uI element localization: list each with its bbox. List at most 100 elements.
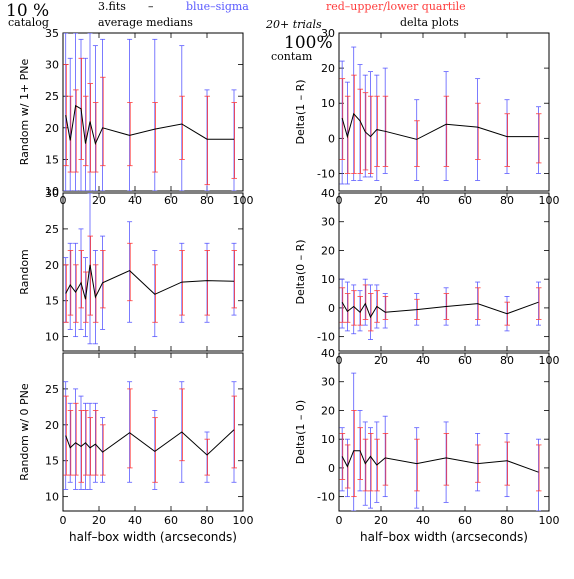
data-layer (63, 33, 237, 191)
y-tick-label: 20 (45, 259, 59, 272)
x-tick-label: 40 (416, 514, 430, 527)
x-tick-label: 80 (200, 194, 214, 207)
y-tick-label: 10 (321, 97, 335, 110)
y-tick-label: 30 (321, 216, 335, 229)
y-tick-label: 0 (328, 302, 335, 315)
y-tick-label: 10 (321, 433, 335, 446)
y-tick-label: 25 (45, 383, 59, 396)
y-tick-label: 10 (45, 331, 59, 344)
y-tick-label: 30 (321, 27, 335, 40)
header-average-medians: average medians (98, 16, 193, 29)
y-axis-label: Delta(1 – 0) (294, 400, 307, 464)
header-blue-sigma: blue–sigma (186, 0, 249, 13)
y-tick-label: 15 (45, 455, 59, 468)
y-tick-label: 10 (45, 491, 59, 504)
median-line (65, 104, 234, 146)
x-tick-label: 40 (416, 354, 430, 367)
x-tick-label: 40 (416, 194, 430, 207)
x-tick-label: 60 (164, 514, 178, 527)
x-tick-label: 80 (200, 514, 214, 527)
y-tick-label: 20 (45, 122, 59, 135)
x-tick-label: 60 (458, 194, 472, 207)
x-tick-label: 40 (128, 194, 142, 207)
y-tick-label: 25 (45, 223, 59, 236)
x-tick-label: 100 (539, 514, 560, 527)
x-tick-label: 60 (164, 194, 178, 207)
y-tick-label: 20 (321, 404, 335, 417)
x-tick-label: 20 (374, 514, 388, 527)
y-axis-label: Random w/ 0 PNe (18, 383, 31, 481)
data-layer (63, 193, 237, 345)
header-delta-plots: delta plots (400, 16, 459, 29)
median-line (65, 264, 235, 300)
header-red-quartile: red–upper/lower quartile (326, 0, 466, 13)
y-axis-label: Delta(1 – R) (294, 79, 307, 144)
x-tick-label: 20 (92, 194, 106, 207)
plot-frame (62, 352, 244, 512)
data-layer (339, 372, 542, 511)
x-tick-label: 80 (500, 514, 514, 527)
median-line (341, 301, 539, 319)
x-axis-label: half–box width (arcseconds) (360, 530, 528, 544)
y-tick-label: 10 (321, 273, 335, 286)
y-tick-label: 30 (45, 59, 59, 72)
plot-frame (338, 352, 550, 512)
x-tick-label: 60 (458, 354, 472, 367)
y-axis-label: Delta(0 – R) (294, 239, 307, 304)
median-line (341, 450, 539, 473)
y-tick-label: 25 (45, 90, 59, 103)
y-tick-label: 30 (45, 187, 59, 200)
x-tick-label: 0 (336, 514, 343, 527)
y-tick-label: 10 (45, 185, 59, 198)
header-dash: – (148, 0, 154, 13)
x-tick-label: 20 (374, 194, 388, 207)
median-line (65, 429, 235, 456)
plot-frame (338, 32, 550, 192)
plot-frame (62, 192, 244, 352)
y-tick-label: 30 (321, 376, 335, 389)
y-tick-label: 20 (321, 244, 335, 257)
y-tick-label: 15 (45, 295, 59, 308)
y-tick-label: 0 (328, 462, 335, 475)
data-layer (339, 46, 542, 185)
figure-header: 10 % catalog 3.fits – average medians bl… (6, 0, 466, 63)
x-tick-label: 60 (458, 514, 472, 527)
y-tick-label: -10 (317, 167, 335, 180)
plot-frame (338, 192, 550, 352)
x-tick-label: 20 (374, 354, 388, 367)
x-tick-label: 40 (128, 514, 142, 527)
y-axis-label: Random (18, 249, 31, 295)
y-tick-label: 15 (45, 153, 59, 166)
y-tick-label: 20 (45, 419, 59, 432)
x-tick-label: 0 (60, 514, 67, 527)
y-tick-label: -10 (317, 331, 335, 344)
x-tick-label: 100 (233, 514, 254, 527)
x-tick-label: 80 (500, 354, 514, 367)
median-line (341, 112, 539, 140)
y-tick-label: 40 (321, 187, 335, 200)
y-axis-label: Random w/ 1+ PNe (18, 58, 31, 165)
y-tick-label: 0 (328, 132, 335, 145)
header-fits: 3.fits (98, 0, 126, 13)
header-contam-pct: 100% (284, 33, 333, 53)
header-trials: 20+ trials (265, 18, 322, 31)
header-percent: 10 % (6, 1, 49, 21)
header-contam: contam (271, 50, 313, 63)
chart-3: 10 15 20 25 30 Random (18, 187, 244, 352)
header-catalog: catalog (8, 16, 49, 29)
x-tick-label: 20 (92, 514, 106, 527)
data-layer (63, 381, 237, 490)
data-layer (339, 278, 542, 340)
y-tick-label: 40 (321, 347, 335, 360)
x-axis-label: half–box width (arcseconds) (69, 530, 237, 544)
y-tick-label: -10 (317, 491, 335, 504)
x-tick-label: 80 (500, 194, 514, 207)
y-tick-label: 35 (45, 27, 59, 40)
y-tick-label: 20 (321, 62, 335, 75)
